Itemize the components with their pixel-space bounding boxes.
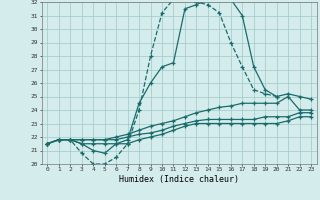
X-axis label: Humidex (Indice chaleur): Humidex (Indice chaleur) <box>119 175 239 184</box>
